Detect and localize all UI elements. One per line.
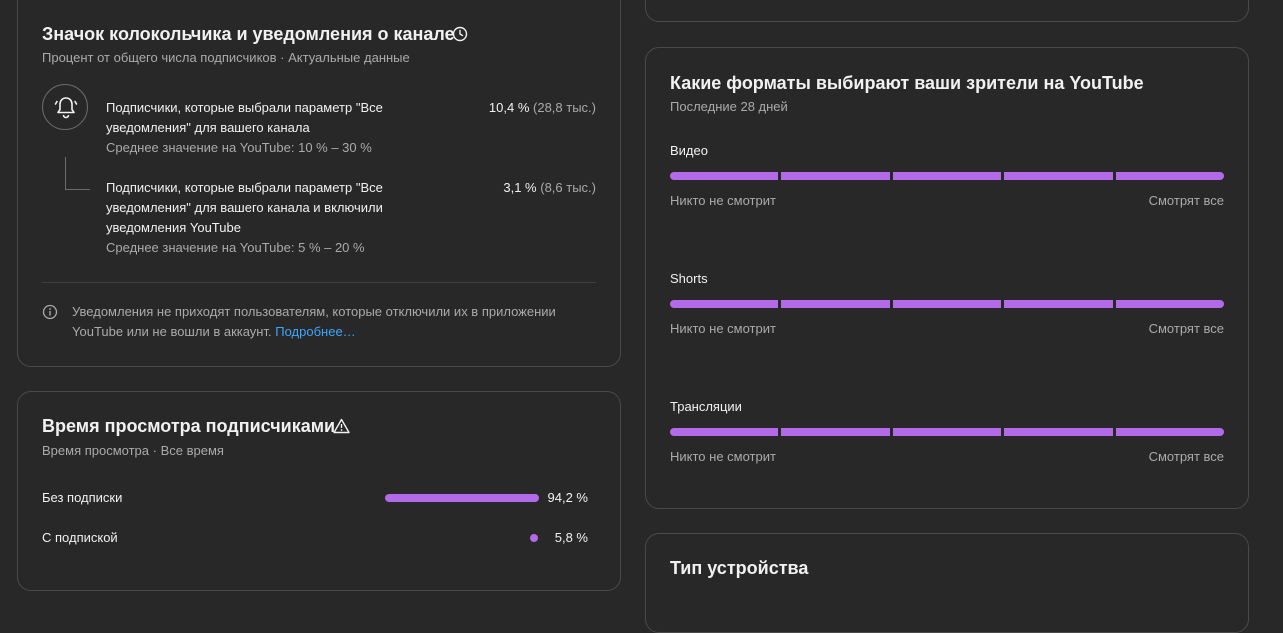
bell-row-all-value: 10,4 % (28,8 тыс.) bbox=[489, 98, 596, 118]
watch-card-subtitle: Время просмотра · Все время bbox=[42, 443, 224, 458]
bell-notifications-card: Значок колокольчика и уведомления о кана… bbox=[17, 0, 621, 367]
format-video-scale bbox=[670, 172, 1225, 180]
bell-row-push-average: Среднее значение на YouTube: 5 % – 20 % bbox=[106, 240, 365, 255]
format-video-label: Видео bbox=[670, 143, 708, 158]
format-live-scale bbox=[670, 428, 1225, 436]
bell-row-push-value: 3,1 % (8,6 тыс.) bbox=[503, 178, 596, 198]
previous-card bbox=[645, 0, 1249, 22]
bell-row-all-count: (28,8 тыс.) bbox=[533, 100, 596, 115]
bell-row-push-percent: 3,1 % bbox=[503, 180, 537, 195]
format-live-high: Смотрят все bbox=[1148, 449, 1224, 464]
bell-row-all-label: Подписчики, которые выбрали параметр "Вс… bbox=[106, 100, 383, 135]
formats-card-subtitle: Последние 28 дней bbox=[670, 99, 788, 114]
bell-icon bbox=[54, 97, 78, 119]
format-shorts-label: Shorts bbox=[670, 271, 708, 286]
formats-card-title: Какие форматы выбирают ваши зрители на Y… bbox=[670, 73, 1144, 93]
device-type-card: Тип устройства bbox=[645, 533, 1249, 633]
bell-row-push-label: Подписчики, которые выбрали параметр "Вс… bbox=[106, 180, 383, 235]
bell-row-all-percent: 10,4 % bbox=[488, 100, 530, 115]
notification-note-text: Уведомления не приходят пользователям, к… bbox=[72, 304, 556, 339]
bell-row-all-average: Среднее значение на YouTube: 10 % – 30 % bbox=[106, 140, 372, 155]
row-non-subscribed-bar bbox=[385, 494, 539, 502]
bell-row-push: Подписчики, которые выбрали параметр "Вс… bbox=[106, 178, 436, 258]
watch-card-title: Время просмотра подписчиками bbox=[42, 416, 336, 436]
warning-icon[interactable] bbox=[333, 418, 350, 439]
row-subscribed-label: С подпиской bbox=[42, 530, 118, 545]
format-shorts-low: Никто не смотрит bbox=[670, 321, 776, 336]
notification-note: Уведомления не приходят пользователям, к… bbox=[72, 302, 592, 342]
bell-icon-container bbox=[42, 84, 88, 130]
bell-card-subtitle: Процент от общего числа подписчиков · Ак… bbox=[42, 50, 410, 65]
format-video-high: Смотрят все bbox=[1148, 193, 1224, 208]
row-non-subscribed-value: 94,2 % bbox=[547, 490, 588, 505]
format-shorts-scale bbox=[670, 300, 1225, 308]
row-subscribed-value: 5,8 % bbox=[554, 530, 588, 545]
learn-more-link[interactable]: Подробнее… bbox=[275, 324, 356, 339]
formats-card: Какие форматы выбирают ваши зрители на Y… bbox=[645, 47, 1249, 509]
divider bbox=[42, 282, 596, 283]
bell-row-push-count: (8,6 тыс.) bbox=[540, 180, 596, 195]
row-non-subscribed-label: Без подписки bbox=[42, 490, 123, 505]
format-shorts-high: Смотрят все bbox=[1148, 321, 1224, 336]
bell-card-title: Значок колокольчика и уведомления о кана… bbox=[42, 24, 455, 44]
tree-connector bbox=[65, 157, 90, 190]
format-live-low: Никто не смотрит bbox=[670, 449, 776, 464]
format-video-low: Никто не смотрит bbox=[670, 193, 776, 208]
info-icon bbox=[42, 304, 58, 325]
format-live-label: Трансляции bbox=[670, 399, 742, 414]
row-subscribed-bar bbox=[530, 534, 538, 542]
bell-row-all: Подписчики, которые выбрали параметр "Вс… bbox=[106, 98, 436, 158]
device-card-title: Тип устройства bbox=[670, 558, 809, 578]
clock-icon[interactable] bbox=[452, 26, 468, 47]
watch-time-card: Время просмотра подписчиками Время просм… bbox=[17, 391, 621, 591]
